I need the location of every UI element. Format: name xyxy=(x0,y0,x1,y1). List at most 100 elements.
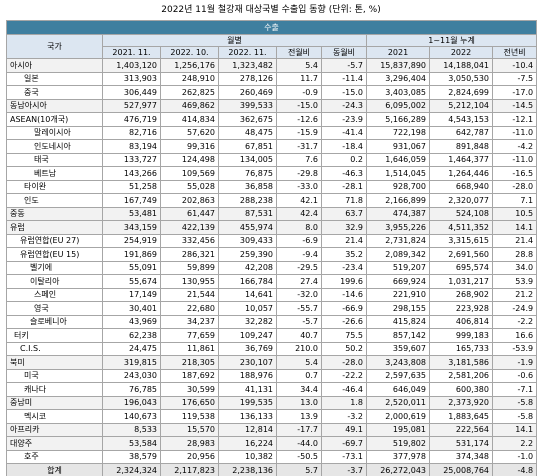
value-cell: 76,785 xyxy=(102,382,161,397)
country-cell: 타이완 xyxy=(6,179,103,194)
value-cell: 260,469 xyxy=(218,85,277,100)
value-cell: 2,320,077 xyxy=(429,193,493,208)
value-cell: 218,305 xyxy=(160,355,219,370)
value-cell: -1.0 xyxy=(491,449,538,464)
country-cell: 유럽연합(EU 15) xyxy=(6,247,103,262)
value-cell: -15.0 xyxy=(276,98,322,113)
value-cell: 49.1 xyxy=(321,422,367,437)
value-cell: 8.0 xyxy=(276,220,322,235)
table-row: C.I.S. 24,475 11,861 36,769 210.0 50.2 359,607… xyxy=(6,341,538,356)
value-cell: -41.4 xyxy=(321,125,367,140)
group-header: 월별 xyxy=(102,34,367,47)
value-cell: 202,863 xyxy=(160,193,219,208)
value-cell: -29.5 xyxy=(276,260,322,275)
value-cell: 11.7 xyxy=(276,71,322,86)
table-row: 호주 38,579 20,956 10,382 -50.5 -73.1 377,978 374… xyxy=(6,449,538,464)
value-cell: 1,264,446 xyxy=(429,166,493,181)
value-cell: 176,650 xyxy=(160,395,219,410)
value-cell: 343,159 xyxy=(102,220,161,235)
value-cell: -17.0 xyxy=(491,85,538,100)
value-cell: 167,749 xyxy=(102,193,161,208)
value-cell: 309,433 xyxy=(218,233,277,248)
value-cell: 5.4 xyxy=(276,355,322,370)
value-cell: 1,883,645 xyxy=(429,409,493,424)
value-cell: -0.6 xyxy=(491,368,538,383)
value-cell: 2,520,011 xyxy=(366,395,430,410)
value-cell: 7.6 xyxy=(276,152,322,167)
value-cell: 21,544 xyxy=(160,287,219,302)
value-cell: 16.6 xyxy=(491,328,538,343)
value-cell: 5,166,289 xyxy=(366,112,430,127)
value-cell: 5,212,104 xyxy=(429,98,493,113)
value-cell: 75.5 xyxy=(321,328,367,343)
value-cell: 476,719 xyxy=(102,112,161,127)
value-cell: 48,475 xyxy=(218,125,277,140)
value-cell: 230,107 xyxy=(218,355,277,370)
value-cell: 53.9 xyxy=(491,274,538,289)
value-cell: 3,296,404 xyxy=(366,71,430,86)
country-cell: 유럽연합(EU 27) xyxy=(6,233,103,248)
value-cell: 57,620 xyxy=(160,125,219,140)
value-cell: 82,716 xyxy=(102,125,161,140)
value-cell: -5.7 xyxy=(276,314,322,329)
value-cell: 288,238 xyxy=(218,193,277,208)
value-cell: 4,511,352 xyxy=(429,220,493,235)
value-cell: 30,599 xyxy=(160,382,219,397)
value-cell: 2,324,324 xyxy=(102,463,161,476)
country-cell: 미국 xyxy=(6,368,103,383)
value-cell: 43,969 xyxy=(102,314,161,329)
value-cell: 130,955 xyxy=(160,274,219,289)
table-row: 터키 62,238 77,659 109,247 40.7 75.5 857,142 999,… xyxy=(6,328,538,343)
value-cell: -3.7 xyxy=(321,463,367,476)
value-cell: 474,387 xyxy=(366,206,430,221)
value-cell: 21.4 xyxy=(491,233,538,248)
country-cell: 태국 xyxy=(6,152,103,167)
country-cell: 호주 xyxy=(6,449,103,464)
table-row: 멕시코 140,673 119,538 136,133 13.9 -3.2 2,000,61… xyxy=(6,409,538,424)
value-cell: 14.1 xyxy=(491,422,538,437)
value-cell: -2.2 xyxy=(491,314,538,329)
value-cell: 2,238,136 xyxy=(218,463,277,476)
country-cell: 인도 xyxy=(6,193,103,208)
value-cell: 422,139 xyxy=(160,220,219,235)
value-cell: -16.5 xyxy=(491,166,538,181)
value-cell: -26.6 xyxy=(321,314,367,329)
value-cell: 76,875 xyxy=(218,166,277,181)
value-cell: -28.0 xyxy=(321,355,367,370)
value-cell: 319,815 xyxy=(102,355,161,370)
table-row: 영국 30,401 22,680 10,057 -55.7 -66.9 298,155 223… xyxy=(6,301,538,316)
value-cell: 166,784 xyxy=(218,274,277,289)
value-cell: 6,095,002 xyxy=(366,98,430,113)
value-cell: -32.0 xyxy=(276,287,322,302)
value-cell: -3.2 xyxy=(321,409,367,424)
value-cell: -24.3 xyxy=(321,98,367,113)
table-body: 아시아 1,403,120 1,256,176 1,323,482 5.4 -5.7 15,… xyxy=(6,58,538,476)
column-header: 전년비 xyxy=(491,46,538,59)
table-row: 유럽연합(EU 15) 191,869 286,321 259,390 -9.4 35.2… xyxy=(6,247,538,262)
table-row: 북미 319,815 218,305 230,107 5.4 -28.0 3,243,808… xyxy=(6,355,538,370)
value-cell: 34,237 xyxy=(160,314,219,329)
value-cell: -15.0 xyxy=(321,85,367,100)
value-cell: 109,569 xyxy=(160,166,219,181)
table-row: 미국 243,030 187,692 188,976 0.7 -22.2 2,597,635… xyxy=(6,368,538,383)
value-cell: -17.7 xyxy=(276,422,322,437)
value-cell: -69.7 xyxy=(321,436,367,451)
value-cell: 3,243,808 xyxy=(366,355,430,370)
value-cell: 20,956 xyxy=(160,449,219,464)
value-cell: 22,680 xyxy=(160,301,219,316)
value-cell: -11.4 xyxy=(321,71,367,86)
table-row: 중남미 196,043 176,650 199,535 13.0 1.8 2,520,011… xyxy=(6,395,538,410)
value-cell: 143,266 xyxy=(102,166,161,181)
value-cell: 2,166,899 xyxy=(366,193,430,208)
value-cell: 519,802 xyxy=(366,436,430,451)
table-row: 슬로베니아 43,969 34,237 32,282 -5.7 -26.6 415,824 4… xyxy=(6,314,538,329)
value-cell: -44.0 xyxy=(276,436,322,451)
table: 수출 국가 월별 1~11월 누계 2021. 11. 2022. 10. 2022… xyxy=(5,20,538,476)
value-cell: 524,108 xyxy=(429,206,493,221)
country-cell: 캐나다 xyxy=(6,382,103,397)
value-cell: 55,028 xyxy=(160,179,219,194)
value-cell: 13.9 xyxy=(276,409,322,424)
value-cell: 10,382 xyxy=(218,449,277,464)
value-cell: 3,403,085 xyxy=(366,85,430,100)
value-cell: 36,858 xyxy=(218,179,277,194)
